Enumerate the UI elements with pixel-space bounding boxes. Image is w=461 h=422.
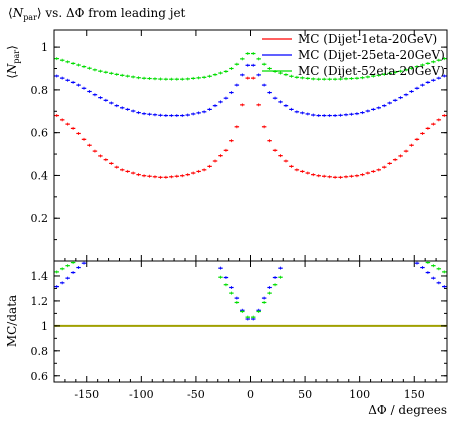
ratio-series-group bbox=[54, 261, 447, 321]
x-tick-label: -50 bbox=[187, 388, 205, 401]
ratio-y-axis: 0.6 0.8 1 1.2 1.4 bbox=[31, 270, 447, 383]
ratio-y-tick-label: 0.8 bbox=[31, 345, 49, 358]
x-tick-label: 150 bbox=[404, 388, 425, 401]
main-series-group bbox=[54, 52, 447, 179]
ratio-series-mc-dijet-25eta-20gev- bbox=[54, 261, 447, 321]
main-panel: 0.2 0.4 0.6 0.8 1 ⟨Npar⟩ MC (Dijet-1eta-20Ge… bbox=[5, 29, 448, 262]
ratio-y-tick-label: 0.6 bbox=[31, 370, 49, 383]
chart-title: ⟨Npar⟩ vs. ΔΦ from leading jet bbox=[8, 6, 186, 22]
legend-entry: MC (Dijet-1eta-20GeV) bbox=[298, 32, 437, 46]
ratio-series-mc-dijet-52eta-20gev- bbox=[54, 261, 447, 319]
x-tick-label: -150 bbox=[74, 388, 99, 401]
ratio-panel-frame bbox=[53, 260, 448, 383]
x-axis-label: ΔΦ / degrees bbox=[368, 403, 447, 417]
ratio-y-tick-label: 1.2 bbox=[31, 295, 49, 308]
ratio-y-tick-label: 1 bbox=[41, 320, 48, 333]
x-tick-label: 0 bbox=[247, 388, 254, 401]
main-y-tick-label: 1 bbox=[41, 41, 48, 54]
x-tick-label: -100 bbox=[129, 388, 154, 401]
legend-entry: MC (Dijet-52eta-20GeV) bbox=[298, 64, 445, 78]
ratio-panel: 0.6 0.8 1 1.2 1.4 -150 -100 -50 0 50 100 150 MC/da… bbox=[5, 260, 448, 417]
legend: MC (Dijet-1eta-20GeV) MC (Dijet-25eta-20G… bbox=[262, 32, 445, 78]
main-y-tick-label: 0.2 bbox=[31, 212, 49, 225]
ratio-y-tick-label: 1.4 bbox=[31, 270, 49, 283]
series-mc-dijet-1eta-20gev- bbox=[54, 76, 447, 179]
main-y-tick-label: 0.8 bbox=[31, 84, 49, 97]
main-y-tick-label: 0.4 bbox=[31, 169, 49, 182]
series-mc-dijet-25eta-20gev- bbox=[54, 63, 447, 118]
legend-entry: MC (Dijet-25eta-20GeV) bbox=[298, 48, 445, 62]
ratio-y-axis-label: MC/data bbox=[5, 295, 19, 347]
x-tick-label: 50 bbox=[298, 388, 312, 401]
ratio-x-axis: -150 -100 -50 0 50 100 150 bbox=[64, 261, 437, 401]
x-tick-label: 100 bbox=[349, 388, 370, 401]
series-mc-dijet-52eta-20gev- bbox=[54, 52, 447, 81]
main-y-axis-label: ⟨Npar⟩ bbox=[5, 45, 21, 79]
main-y-tick-label: 0.6 bbox=[31, 127, 49, 140]
main-y-axis: 0.2 0.4 0.6 0.8 1 bbox=[31, 41, 447, 241]
